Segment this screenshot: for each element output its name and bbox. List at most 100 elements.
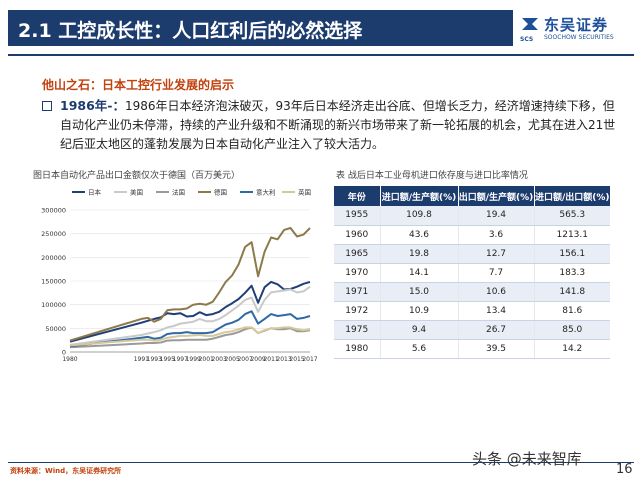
x-tick-label: 2011	[263, 356, 278, 363]
table-cell: 43.6	[380, 225, 459, 245]
company-logo: 东吴证券 SCS SOOCHOW SECURITIES	[520, 12, 634, 46]
x-tick-label: 2003	[212, 356, 227, 363]
x-tick-label: 1999	[186, 356, 201, 363]
section-title: 他山之石：日本工控行业发展的启示	[42, 78, 235, 92]
title-banner: 2.1 工控成长性：人口红利后的必然选择	[8, 10, 513, 46]
table-cell: 1971	[334, 282, 381, 302]
table-cell: 1960	[334, 225, 381, 245]
chart-caption: 图日本自动化产品出口金额仅次于德国（百万美元）	[33, 171, 241, 181]
table-row: 1955 109.8 19.4 565.3	[334, 206, 610, 226]
y-tick-label: 100000	[41, 301, 66, 309]
watermark-text: 头条 @未来智库	[472, 450, 582, 468]
table-cell: 26.7	[458, 320, 535, 340]
page-title: 2.1 工控成长性：人口红利后的必然选择	[18, 20, 363, 42]
y-tick-label: 300000	[41, 207, 66, 215]
table-cell: 156.1	[534, 244, 610, 264]
table-row: 1960 43.6 3.6 1213.1	[334, 225, 610, 245]
table-cell: 5.6	[380, 339, 459, 359]
table-cell: 3.6	[458, 225, 535, 245]
y-tick-label: 0	[62, 349, 66, 357]
x-tick-label: 2015	[289, 356, 304, 363]
table-cell: 13.4	[458, 301, 535, 321]
table-header-row: 年份 进口额/生产额(%) 出口额/生产额(%) 进口额/出口额(%)	[334, 186, 610, 206]
table-header-cell: 年份	[334, 186, 381, 206]
logo-abbreviation: SCS	[520, 36, 534, 43]
table-cell: 141.8	[534, 282, 610, 302]
table-cell: 1980	[334, 339, 381, 359]
paragraph-lead: 1986年-：	[60, 98, 125, 113]
table-cell: 1970	[334, 263, 381, 283]
x-tick-label: 1995	[160, 356, 175, 363]
x-tick-label: 1991	[134, 356, 149, 363]
table-row: 1971 15.0 10.6 141.8	[334, 282, 610, 302]
table-cell: 1213.1	[534, 225, 610, 245]
table-row: 1970 14.1 7.7 183.3	[334, 263, 610, 283]
series-line-3	[69, 326, 311, 349]
y-tick-label: 50000	[45, 325, 66, 333]
table-cell: 7.7	[458, 263, 535, 283]
footer-divider	[8, 462, 634, 463]
series-line-2	[69, 285, 311, 346]
x-tick-label: 2017	[302, 356, 317, 363]
table-row: 1965 19.8 12.7 156.1	[334, 244, 610, 264]
table-cell: 1975	[334, 320, 381, 340]
table-header-cell: 进口额/出口额(%)	[534, 186, 610, 206]
table-cell: 109.8	[380, 206, 459, 226]
legend-label: 美国	[130, 188, 143, 197]
table-cell: 10.9	[380, 301, 459, 321]
legend-label: 日本	[88, 188, 102, 197]
table-cell: 19.8	[380, 244, 459, 264]
legend-label: 德国	[214, 188, 227, 197]
table-cell: 1965	[334, 244, 381, 264]
x-tick-label: 2013	[276, 356, 291, 363]
table-cell: 14.1	[380, 263, 459, 283]
legend-label: 意大利	[256, 188, 276, 197]
table-cell: 14.2	[534, 339, 610, 359]
table-cell: 565.3	[534, 206, 610, 226]
paragraph-body: 1986年日本经济泡沫破灭，93年后日本经济走出谷底、但增长乏力，经济增速持续下…	[60, 99, 616, 151]
x-tick-label: 1997	[173, 356, 188, 363]
x-tick-label: 2009	[250, 356, 265, 363]
import-ratio-table: 年份 进口额/生产额(%) 出口额/生产额(%) 进口额/出口额(%) 1955 109…	[334, 186, 610, 359]
legend-label: 法国	[172, 188, 185, 197]
export-line-chart: 0 50000 100000 150000 200000 250000 300000 1980…	[41, 188, 318, 364]
x-tick-label: 1993	[147, 356, 162, 363]
table-header-cell: 出口额/生产额(%)	[458, 186, 535, 206]
logo-mark-icon	[522, 18, 538, 30]
x-tick-label: 2005	[225, 356, 240, 363]
logo-chinese-name: 东吴证券	[544, 16, 609, 34]
table-header-cell: 进口额/生产额(%)	[380, 186, 459, 206]
table-cell: 39.5	[458, 339, 535, 359]
table-row: 1975 9.4 26.7 85.0	[334, 320, 610, 340]
table-row: 1972 10.9 13.4 81.6	[334, 301, 610, 321]
table-cell: 19.4	[458, 206, 535, 226]
y-tick-label: 200000	[41, 254, 66, 262]
table-cell: 81.6	[534, 301, 610, 321]
table-cell: 1955	[334, 206, 381, 226]
y-tick-label: 250000	[41, 230, 66, 238]
series-line-4	[69, 227, 311, 342]
source-note: 资料来源：Wind，东吴证券研究所	[10, 467, 122, 475]
page-number: 16	[616, 462, 633, 477]
table-cell: 15.0	[380, 282, 459, 302]
series-line-6	[69, 326, 311, 347]
series-line-5	[69, 310, 311, 348]
table-cell: 10.6	[458, 282, 535, 302]
header-divider	[8, 54, 634, 56]
table-cell: 1972	[334, 301, 381, 321]
table-caption: 表 战后日本工业母机进口依存度与进口比率情况	[336, 171, 528, 181]
section-paragraph: 1986年-：1986年日本经济泡沫破灭，93年后日本经济走出谷底、但增长乏力，…	[60, 96, 618, 154]
table-cell: 183.3	[534, 263, 610, 283]
table-body: 1955 109.8 19.4 565.3 1960 43.6 3.6 1213.1 1965 1…	[334, 206, 610, 359]
table-row: 1980 5.6 39.5 14.2	[334, 339, 610, 359]
y-tick-label: 150000	[41, 278, 66, 286]
header-bar: 2.1 工控成长性：人口红利后的必然选择 东吴证券 SCS SOOCHOW SE…	[0, 0, 640, 56]
legend-label: 英国	[298, 188, 311, 197]
x-tick-label: 2007	[237, 356, 252, 363]
logo-english-name: SOOCHOW SECURITIES	[544, 34, 614, 41]
table-cell: 12.7	[458, 244, 535, 264]
x-tick-label: 2001	[199, 356, 214, 363]
table-cell: 9.4	[380, 320, 459, 340]
x-tick-label: 1980	[62, 356, 77, 363]
bullet-square-icon	[42, 101, 52, 111]
